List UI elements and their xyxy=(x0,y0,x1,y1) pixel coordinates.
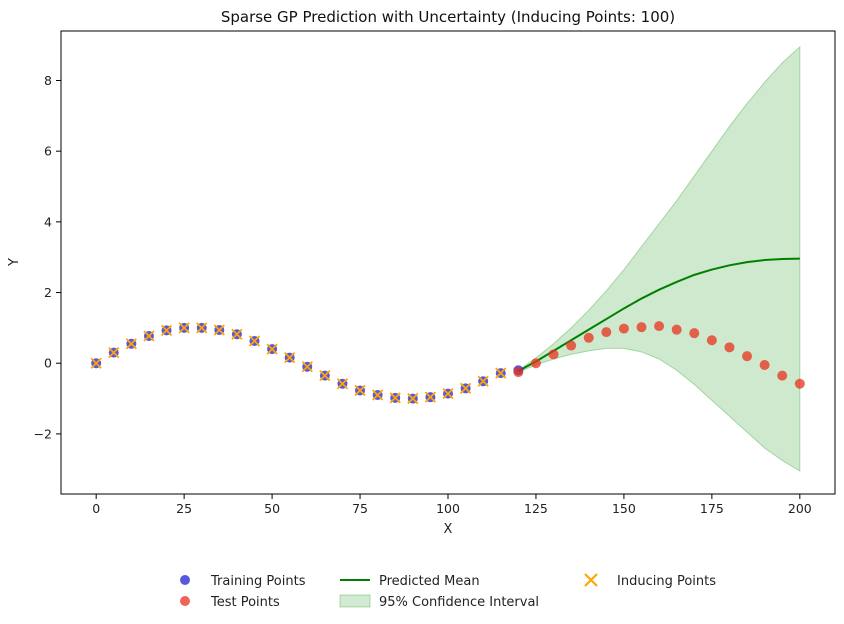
test-points-point xyxy=(583,332,594,343)
inducing-point xyxy=(389,392,401,404)
inducing-point xyxy=(196,322,208,334)
test-points-point xyxy=(513,367,524,378)
chart-title: Sparse GP Prediction with Uncertainty (I… xyxy=(221,8,675,26)
test-points-point xyxy=(601,327,612,338)
inducing-point xyxy=(213,324,225,336)
inducing-point xyxy=(284,351,296,364)
test-points-point xyxy=(548,349,559,360)
inducing-point xyxy=(459,382,472,394)
inducing-point xyxy=(108,346,120,359)
x-tick-label: 150 xyxy=(612,501,636,516)
inducing-point xyxy=(266,343,278,355)
y-tick-label: 2 xyxy=(44,285,52,300)
x-tick-label: 0 xyxy=(92,501,100,516)
legend-marker-training xyxy=(180,575,190,585)
y-axis-label: Y xyxy=(7,258,22,267)
x-tick-label: 75 xyxy=(352,501,368,516)
inducing-point xyxy=(371,389,384,401)
inducing-point xyxy=(125,338,138,350)
inducing-point xyxy=(301,361,313,373)
x-tick-label: 175 xyxy=(700,501,724,516)
y-axis: −2 0 2 4 6 8 xyxy=(34,73,61,441)
inducing-point xyxy=(442,387,454,400)
test-points-point xyxy=(530,358,541,369)
test-points-point xyxy=(706,335,717,346)
legend-marker-inducing xyxy=(584,573,598,587)
inducing-point xyxy=(319,369,331,382)
y-tick-label: 4 xyxy=(44,214,52,229)
test-points-point xyxy=(689,328,700,339)
test-points-point xyxy=(566,340,577,351)
test-points-point xyxy=(618,323,629,334)
x-tick-label: 125 xyxy=(524,501,548,516)
test-points-point xyxy=(794,378,805,389)
inducing-point xyxy=(424,391,437,403)
legend: Training Points Test Points Predicted Me… xyxy=(180,573,716,610)
inducing-point xyxy=(495,367,507,379)
legend-label-test: Test Points xyxy=(210,595,280,610)
test-points-point xyxy=(742,351,753,362)
test-points-point xyxy=(654,321,665,332)
legend-label-training: Training Points xyxy=(210,574,306,589)
y-tick-label: 6 xyxy=(44,144,52,159)
inducing-point xyxy=(354,384,366,397)
inducing-point xyxy=(231,328,243,340)
legend-label-mean: Predicted Mean xyxy=(379,574,480,589)
x-axis: 0 25 50 75 100 125 150 175 200 xyxy=(92,494,812,516)
x-tick-label: 200 xyxy=(788,501,812,516)
legend-label-ci: 95% Confidence Interval xyxy=(379,595,539,610)
test-points-point xyxy=(724,342,735,353)
inducing-point xyxy=(248,335,261,347)
confidence-band xyxy=(517,45,801,472)
inducing-point xyxy=(178,322,190,334)
inducing-point xyxy=(143,330,155,342)
test-points-point xyxy=(759,359,770,370)
inducing-point xyxy=(407,392,419,405)
y-tick-label: 0 xyxy=(44,356,52,371)
y-tick-label: −2 xyxy=(34,426,52,441)
inducing-point xyxy=(477,375,489,387)
inducing-point xyxy=(336,378,349,390)
legend-marker-ci xyxy=(339,594,371,608)
test-points-point xyxy=(671,324,682,335)
inducing-point xyxy=(90,357,102,369)
test-points-point xyxy=(636,322,647,333)
predicted-mean-line xyxy=(517,257,800,372)
legend-marker-test xyxy=(180,596,190,606)
inducing-point xyxy=(160,324,173,336)
x-tick-label: 25 xyxy=(176,501,192,516)
y-tick-label: 8 xyxy=(44,73,52,88)
legend-label-inducing: Inducing Points xyxy=(617,574,716,589)
x-tick-label: 100 xyxy=(436,501,460,516)
x-tick-label: 50 xyxy=(264,501,280,516)
test-points-point xyxy=(777,370,788,381)
x-axis-label: X xyxy=(444,522,453,537)
